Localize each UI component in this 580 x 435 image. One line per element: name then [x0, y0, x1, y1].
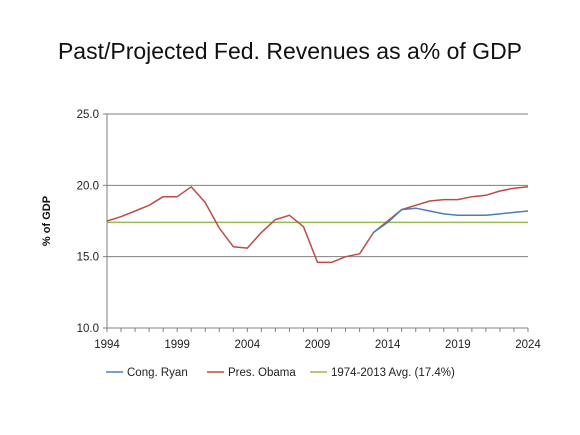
- x-tick-labels: 1994 1999 2004 2009 2014 2019 2024: [94, 339, 541, 351]
- y-tick-label: 25.0: [77, 109, 99, 121]
- legend: Cong. Ryan Pres. Obama 1974-2013 Avg. (17.…: [106, 367, 455, 379]
- x-tick-label: 2014: [375, 339, 401, 351]
- y-tick-label: 20.0: [77, 180, 99, 192]
- x-tick-label: 1994: [94, 339, 120, 351]
- x-tick-label: 1999: [164, 339, 190, 351]
- legend-label: Cong. Ryan: [127, 367, 188, 379]
- series-lines: [106, 186, 529, 264]
- x-tick-label: 2009: [305, 339, 331, 351]
- chart-title: Past/Projected Fed. Revenues as a% of GD…: [57, 38, 523, 64]
- x-tick-label: 2024: [515, 339, 541, 351]
- series-line-1: [106, 186, 529, 264]
- gridlines: [107, 113, 528, 258]
- y-axis-label: % of GDP: [41, 196, 53, 246]
- x-tick-label: 2019: [445, 339, 471, 351]
- y-tick-label: 15.0: [77, 252, 99, 264]
- x-tick-label: 2004: [235, 339, 261, 351]
- y-tick-label: 10.0: [77, 323, 99, 335]
- legend-label: Pres. Obama: [228, 367, 296, 379]
- series-line-0: [373, 207, 529, 234]
- legend-label: 1974-2013 Avg. (17.4%): [331, 367, 455, 379]
- y-tick-labels: 10.0 15.0 20.0 25.0: [77, 109, 99, 335]
